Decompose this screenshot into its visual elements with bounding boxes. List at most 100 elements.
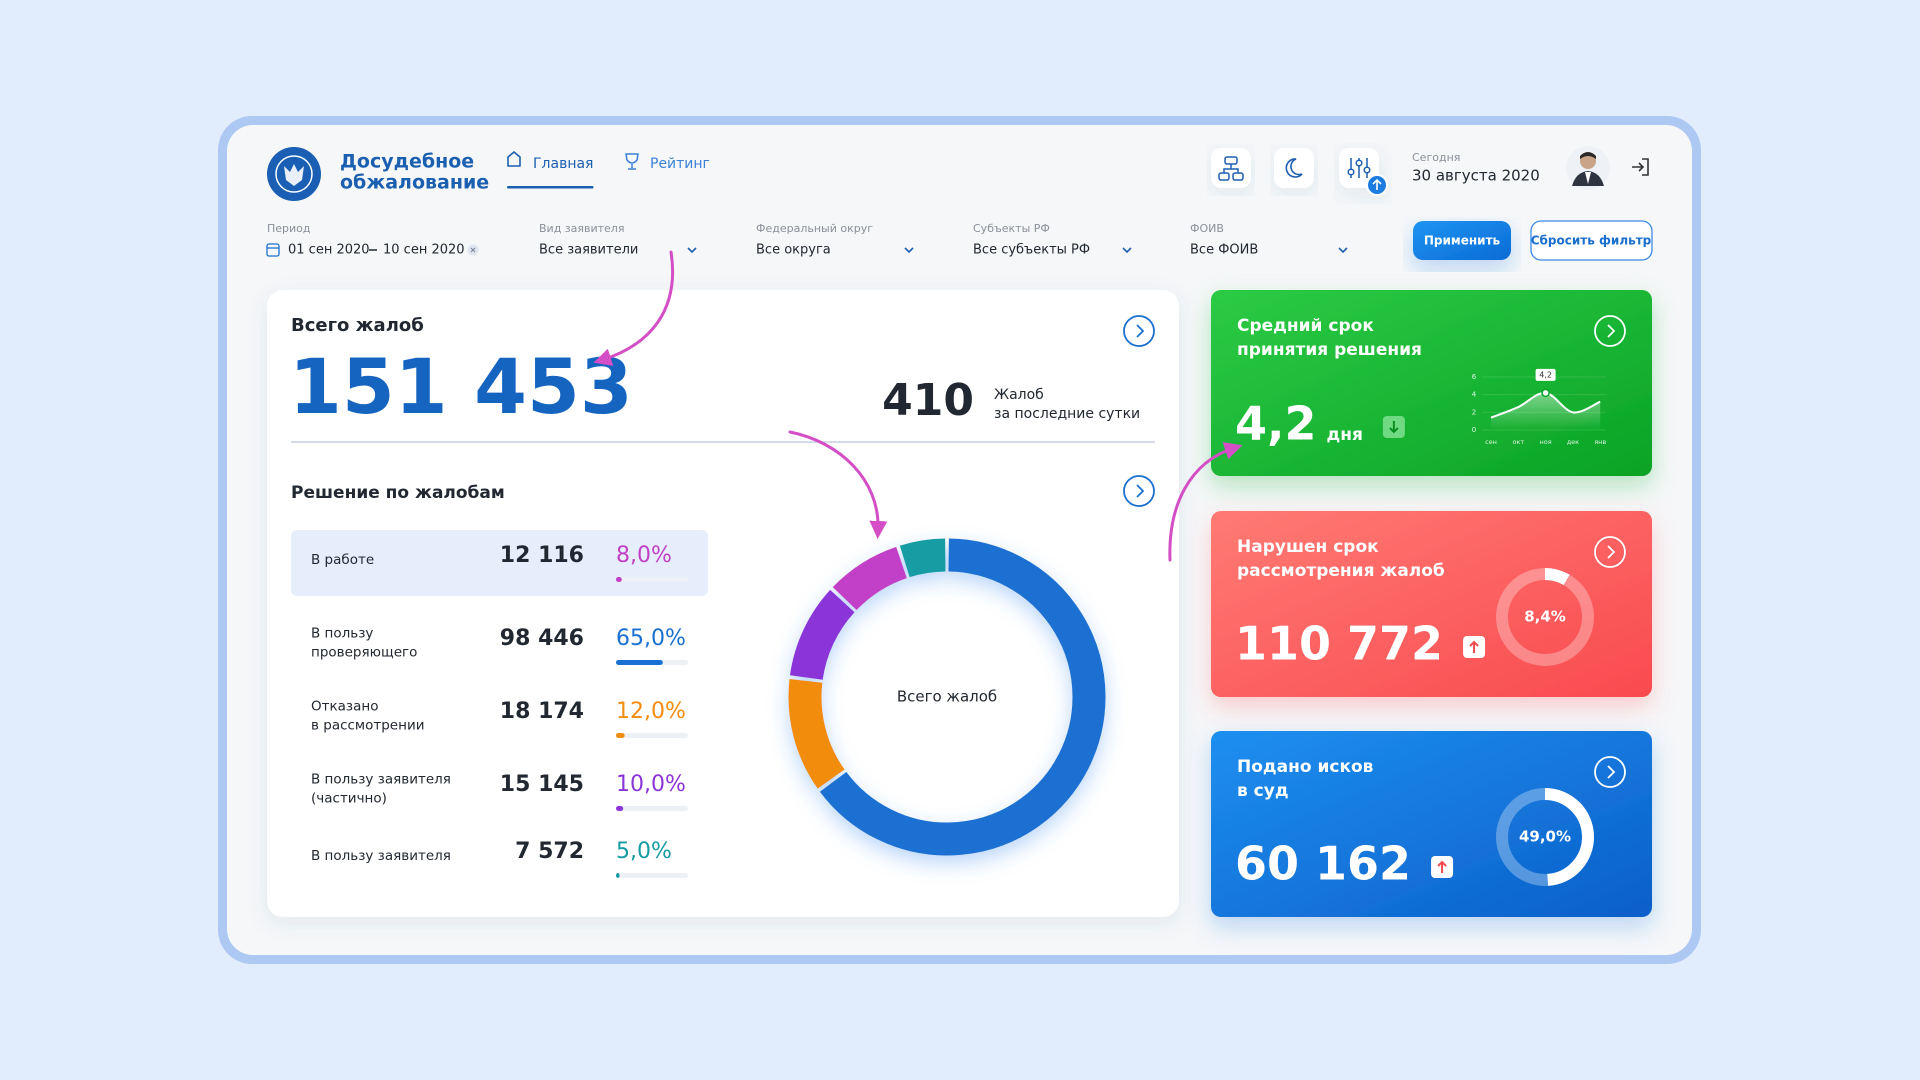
nav-label[interactable]: Рейтинг	[650, 156, 710, 172]
row-label: проверяющего	[311, 645, 417, 661]
daily-value: 410	[882, 375, 974, 426]
filter-value[interactable]: Все заявители	[539, 243, 638, 258]
mini-y-tick-label: 6	[1472, 373, 1477, 381]
row-label: В работе	[311, 552, 374, 568]
date-caption: Сегодня	[1412, 151, 1460, 164]
row-label: В пользу заявителя	[311, 772, 451, 788]
donut-segment	[819, 538, 1106, 856]
date: 30 августа 2020	[1412, 167, 1540, 185]
total-value: 151 453	[289, 342, 633, 431]
donut-center-label: Всего жалоб	[897, 688, 997, 706]
decision-rows: В работе 12 116 8,0% В пользу проверяющего 98…	[291, 530, 708, 878]
card-title: Средний срок	[1237, 316, 1374, 336]
nav-item[interactable]: Рейтинг	[625, 153, 710, 172]
section-title: Решение по жалобам	[291, 483, 505, 503]
reset-button[interactable]: Сбросить фильтр	[1530, 220, 1653, 261]
open-button[interactable]	[1594, 756, 1626, 788]
filter-value[interactable]: Все округа	[756, 243, 831, 258]
card-title: принятия решения	[1237, 340, 1422, 360]
row-share: 12,0%	[616, 699, 686, 724]
button-label[interactable]: Применить	[1424, 234, 1501, 248]
ring-label: 49,0%	[1519, 828, 1571, 846]
daily-caption: за последние сутки	[994, 406, 1140, 422]
row-share: 65,0%	[616, 626, 686, 651]
dropdown-chevron[interactable]	[904, 247, 914, 254]
card-title: рассмотрения жалоб	[1237, 561, 1445, 581]
filter-value[interactable]: 10 сен 2020	[383, 243, 465, 258]
card-value: 110 772	[1235, 617, 1443, 671]
row-label: Отказано	[311, 699, 378, 715]
open-button-chevron[interactable]	[1607, 765, 1616, 779]
card-value: 4,2	[1235, 397, 1317, 451]
open-button-chevron[interactable]	[1607, 545, 1616, 559]
period-filter[interactable]: 01 сен 2020 10 сен 2020	[266, 243, 479, 258]
daily-caption: Жалоб	[994, 387, 1044, 403]
open-button-ring[interactable]	[1594, 315, 1626, 347]
mini-value-label: 4,2	[1539, 370, 1552, 379]
trend-arrow	[1389, 421, 1399, 434]
progress-track	[616, 733, 688, 738]
apply-button[interactable]: Применить	[1413, 221, 1511, 260]
progress-bar	[616, 577, 622, 582]
button-label[interactable]: Сбросить фильтр	[1531, 234, 1652, 248]
filter-value[interactable]: Все ФОИВ	[1190, 243, 1258, 258]
filter-label: ФОИВ	[1190, 222, 1224, 235]
donut-segment	[789, 589, 855, 681]
ring-value	[1544, 568, 1570, 586]
mini-x-tick-label: дек	[1567, 438, 1579, 446]
row-share: 8,0%	[616, 543, 672, 568]
row-count: 7 572	[515, 839, 584, 864]
logout-button[interactable]	[1632, 158, 1649, 176]
open-button[interactable]	[1123, 315, 1155, 347]
card-title: в суд	[1237, 781, 1289, 801]
card-red	[1211, 511, 1652, 697]
nav-item[interactable]: Главная	[507, 151, 593, 172]
mini-x-tick-label: янв	[1594, 438, 1606, 446]
dropdown-chevron[interactable]	[1122, 247, 1132, 254]
structure-button[interactable]	[1211, 148, 1251, 188]
nav-label[interactable]: Главная	[533, 156, 593, 172]
filter-label: Федеральный округ	[756, 222, 873, 235]
open-button-ring[interactable]	[1594, 536, 1626, 568]
total-title: Всего жалоб	[291, 315, 424, 336]
stat-cards: Средний срок принятия решения 4,2 дня 0 2 4 6 се…	[1235, 315, 1626, 891]
settings-button[interactable]	[1339, 148, 1388, 196]
trend-arrow	[1469, 640, 1479, 653]
row-label: В пользу заявителя	[311, 848, 451, 864]
row-label: (частично)	[311, 791, 387, 807]
donut-segment	[832, 546, 908, 611]
progress-track	[616, 873, 688, 878]
row-count: 18 174	[500, 699, 584, 724]
card-unit: дня	[1327, 425, 1363, 445]
progress-bar	[616, 660, 663, 665]
mini-y-tick-label: 2	[1472, 408, 1476, 416]
filter-value[interactable]: 01 сен 2020	[288, 243, 370, 258]
open-button-ring[interactable]	[1594, 756, 1626, 788]
mini-y-tick-label: 0	[1472, 426, 1476, 434]
donut-chart	[788, 538, 1106, 856]
main-card	[267, 290, 1179, 917]
mini-point	[1541, 388, 1550, 398]
donut-segment	[788, 679, 845, 789]
card-blue	[1211, 731, 1652, 917]
mini-x-tick-label: ноя	[1540, 438, 1552, 446]
theme-button[interactable]	[1274, 148, 1314, 188]
app-title: обжалование	[340, 172, 489, 194]
filter-label: Вид заявителя	[539, 222, 624, 235]
mini-x-tick-label: окт	[1512, 438, 1524, 446]
row-highlight	[291, 530, 708, 596]
open-button[interactable]	[1594, 536, 1626, 568]
dropdown-chevron[interactable]	[687, 247, 697, 254]
open-button[interactable]	[1123, 475, 1155, 507]
open-button-chevron[interactable]	[1607, 324, 1616, 338]
dropdown-chevron[interactable]	[1338, 247, 1348, 254]
card-title: Нарушен срок	[1237, 537, 1379, 557]
progress-bar	[616, 733, 625, 738]
avatar[interactable]	[1566, 146, 1610, 190]
filter-value[interactable]: Все субъекты РФ	[973, 243, 1090, 258]
logo	[267, 147, 321, 201]
donut-segment	[899, 538, 946, 578]
annotation-arrows	[593, 250, 1243, 562]
open-button[interactable]	[1594, 315, 1626, 347]
row-label: В пользу	[311, 626, 373, 642]
